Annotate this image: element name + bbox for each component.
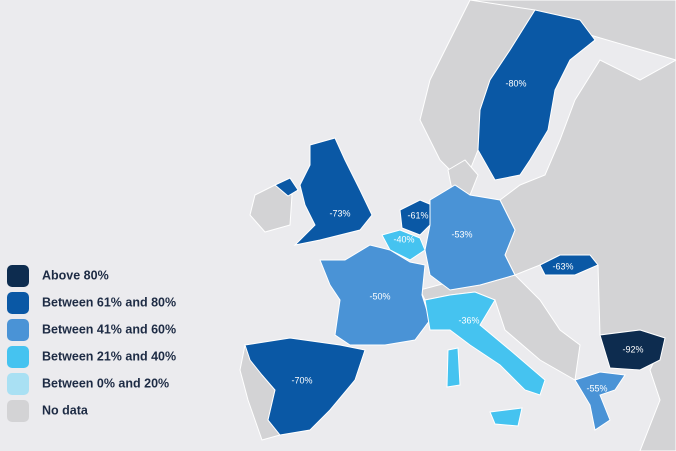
region-shape [293, 137, 373, 246]
legend-swatch [7, 346, 29, 368]
legend-swatch [7, 400, 29, 422]
region-label: -36% [458, 315, 479, 325]
region-label: -61% [407, 210, 428, 220]
regions [244, 9, 666, 436]
legend-swatch [7, 319, 29, 341]
legend-label: Between 41% and 60% [42, 322, 176, 336]
region-shape [274, 177, 299, 197]
region-shape [244, 337, 366, 436]
region-label: -73% [329, 208, 350, 218]
region-shape [599, 329, 666, 371]
region-shape [446, 347, 461, 388]
region-shape [424, 291, 546, 396]
region-label: -53% [451, 229, 472, 239]
region-label: -50% [369, 291, 390, 301]
region-shape [424, 184, 516, 291]
region-shape [477, 9, 596, 181]
region-label: -80% [505, 78, 526, 88]
region-shape [489, 407, 523, 427]
legend-swatch [7, 265, 29, 287]
region-labels: -80% -73% -61% -40% -53% -50% -36% -70% … [291, 78, 643, 393]
legend-swatch [7, 292, 29, 314]
region-label: -92% [622, 344, 643, 354]
region-label: -63% [552, 261, 573, 271]
legend-swatch [7, 373, 29, 395]
legend-label: No data [42, 403, 89, 417]
region-label: -70% [291, 375, 312, 385]
region-shape [539, 254, 599, 276]
region-shape [574, 371, 626, 431]
legend: Above 80% Between 61% and 80% Between 41% … [7, 265, 176, 422]
legend-label: Between 0% and 20% [42, 376, 169, 390]
region-label: -40% [393, 234, 414, 244]
legend-label: Between 21% and 40% [42, 349, 176, 363]
legend-label: Between 61% and 80% [42, 295, 176, 309]
legend-label: Above 80% [42, 268, 109, 282]
region-label: -55% [586, 383, 607, 393]
